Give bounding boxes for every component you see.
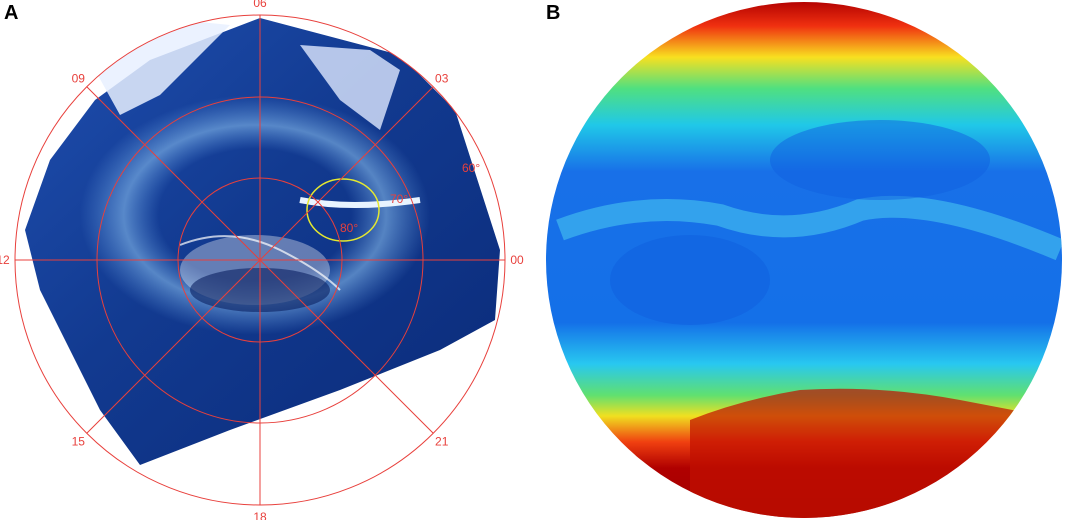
latitude-label: 80° bbox=[340, 221, 358, 235]
hour-label: 03 bbox=[435, 71, 449, 85]
radial-line bbox=[259, 86, 434, 261]
panel-label: B bbox=[546, 2, 560, 24]
hour-label: 18 bbox=[253, 510, 267, 520]
latitude-label: 70° bbox=[390, 192, 408, 206]
radial-line bbox=[86, 259, 261, 434]
hour-label: 15 bbox=[72, 435, 86, 449]
panel-a-image bbox=[25, 18, 500, 465]
highlight-ellipse bbox=[306, 178, 380, 242]
polar-grid bbox=[14, 14, 506, 506]
radial-line bbox=[86, 86, 261, 261]
hour-label: 12 bbox=[0, 253, 10, 267]
hour-label: 21 bbox=[435, 435, 449, 449]
radial-line bbox=[259, 259, 434, 434]
latitude-label: 60° bbox=[462, 161, 480, 175]
hour-label: 00 bbox=[510, 253, 524, 267]
hour-label: 06 bbox=[253, 0, 267, 10]
hour-label: 09 bbox=[72, 71, 86, 85]
panel-label: A bbox=[4, 2, 18, 24]
panel-b-image bbox=[546, 2, 1062, 518]
